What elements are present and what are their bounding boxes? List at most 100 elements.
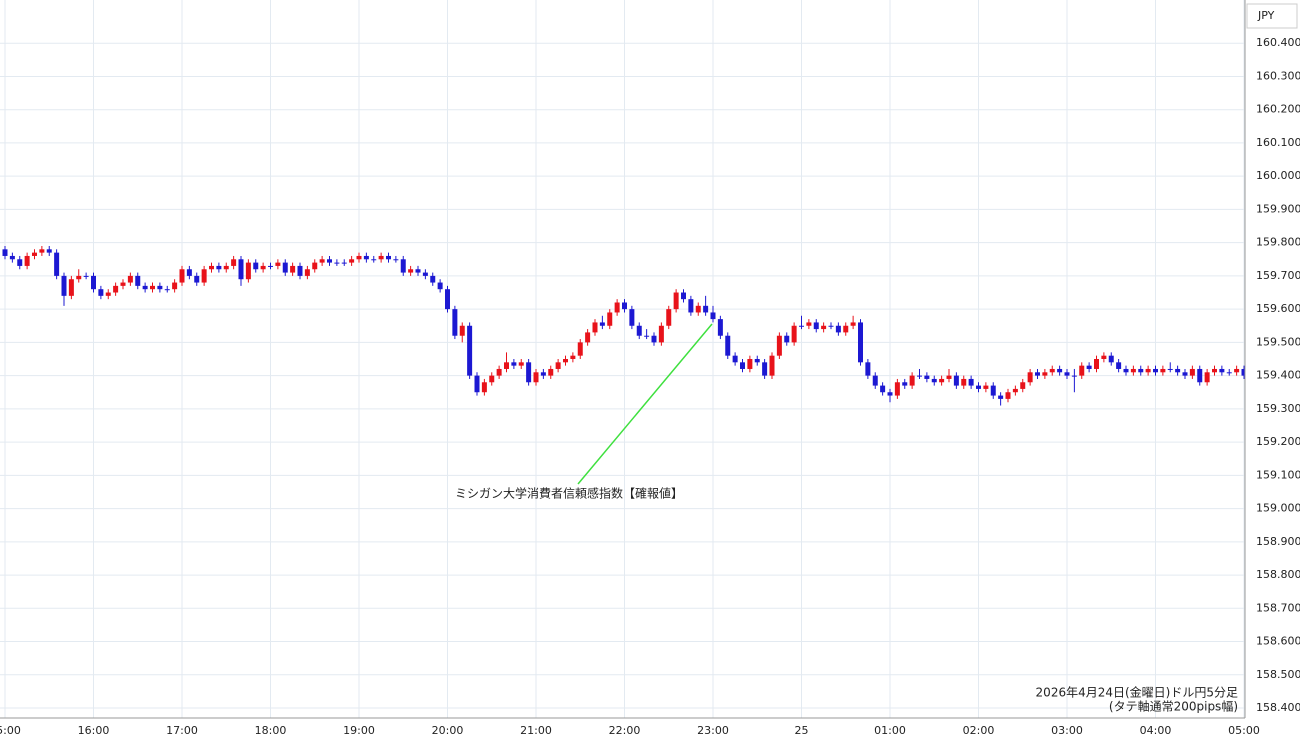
candle-body bbox=[681, 292, 686, 300]
candle-body bbox=[150, 285, 155, 290]
candle-body bbox=[334, 262, 340, 264]
candle-body bbox=[297, 265, 303, 276]
candle-body bbox=[1079, 365, 1085, 376]
candle-body bbox=[939, 378, 945, 383]
candle-body bbox=[400, 259, 406, 273]
candle-body bbox=[467, 325, 473, 376]
x-tick-label: 18:00 bbox=[255, 724, 287, 737]
candle-body bbox=[489, 375, 495, 383]
y-tick-label: 159.700 bbox=[1256, 269, 1300, 282]
y-tick-label: 159.900 bbox=[1256, 202, 1300, 215]
candle-body bbox=[378, 255, 384, 260]
candle-body bbox=[636, 325, 642, 336]
candle-body bbox=[961, 378, 967, 386]
candle-body bbox=[290, 265, 296, 273]
y-tick-label: 160.100 bbox=[1256, 136, 1300, 149]
caption: (タテ軸通常200pips幅) bbox=[1109, 699, 1238, 714]
y-tick-label: 159.200 bbox=[1256, 435, 1300, 448]
candle-body bbox=[1160, 368, 1166, 373]
y-tick-label: 159.100 bbox=[1256, 468, 1300, 481]
candle-body bbox=[223, 265, 229, 270]
candle-body bbox=[865, 362, 871, 376]
candle-body bbox=[32, 252, 37, 256]
x-tick-label: 01:00 bbox=[874, 724, 906, 737]
candle-body bbox=[1027, 372, 1033, 383]
y-tick-label: 159.300 bbox=[1256, 402, 1300, 415]
x-tick-label: 17:00 bbox=[166, 724, 198, 737]
candle-body bbox=[1049, 368, 1055, 373]
candle-body bbox=[504, 362, 509, 369]
candle-body bbox=[327, 259, 332, 263]
axis-label: JPY bbox=[1257, 9, 1275, 22]
candle-body bbox=[1123, 368, 1129, 373]
candle-body bbox=[732, 355, 738, 363]
candle-body bbox=[880, 385, 886, 393]
candle-body bbox=[1138, 368, 1144, 373]
candle-body bbox=[268, 265, 273, 267]
annotation: ミシガン大学消費者信頼感指数【確報値】 bbox=[455, 486, 683, 501]
x-tick-label: 23:00 bbox=[697, 724, 729, 737]
candle-body bbox=[791, 325, 797, 343]
candle-body bbox=[813, 322, 819, 330]
candle-body bbox=[179, 269, 185, 283]
x-tick-label: 15:00 bbox=[0, 724, 21, 737]
candle-body bbox=[784, 335, 790, 343]
candle-body bbox=[953, 375, 959, 386]
candle-body bbox=[843, 325, 849, 333]
y-tick-label: 158.800 bbox=[1256, 568, 1300, 581]
candle-body bbox=[194, 275, 200, 283]
y-tick-label: 160.200 bbox=[1256, 103, 1300, 116]
candle-body bbox=[245, 262, 251, 280]
candle-body bbox=[105, 292, 111, 296]
candle-body bbox=[1130, 368, 1136, 373]
candle-body bbox=[1042, 372, 1048, 376]
candle-body bbox=[563, 359, 568, 363]
candle-body bbox=[349, 259, 355, 263]
x-tick-label: 03:00 bbox=[1051, 724, 1083, 737]
candle-body bbox=[127, 275, 133, 283]
candle-body bbox=[415, 269, 421, 273]
candle-body bbox=[216, 265, 222, 270]
y-tick-label: 159.400 bbox=[1256, 369, 1300, 382]
candle-body bbox=[703, 305, 709, 313]
candle-body bbox=[754, 359, 760, 363]
x-tick-label: 04:00 bbox=[1140, 724, 1172, 737]
candle-body bbox=[717, 319, 723, 336]
candle-body bbox=[658, 325, 664, 343]
candle-body bbox=[1153, 368, 1158, 373]
candle-body bbox=[61, 275, 67, 296]
candle-body bbox=[673, 292, 679, 310]
y-tick-label: 158.600 bbox=[1256, 635, 1300, 648]
candle-body bbox=[998, 395, 1004, 399]
candle-body bbox=[142, 285, 148, 290]
candle-body bbox=[481, 382, 487, 393]
candle-body bbox=[54, 252, 60, 276]
candle-body bbox=[607, 312, 613, 326]
candle-body bbox=[231, 259, 237, 266]
x-tick-label: 02:00 bbox=[963, 724, 995, 737]
caption: 2026年4月24日(金曜日)ドル円5分足 bbox=[1036, 685, 1238, 700]
x-tick-label: 21:00 bbox=[520, 724, 552, 737]
candle-body bbox=[725, 335, 731, 356]
y-tick-label: 159.500 bbox=[1256, 335, 1300, 348]
candle-body bbox=[422, 272, 428, 276]
candle-body bbox=[976, 385, 981, 389]
candle-body bbox=[496, 368, 502, 376]
x-tick-label: 16:00 bbox=[78, 724, 110, 737]
candle-body bbox=[946, 375, 952, 379]
candle-body bbox=[98, 289, 104, 296]
candle-body bbox=[799, 325, 804, 327]
candle-body bbox=[172, 282, 178, 290]
candle-body bbox=[157, 285, 163, 290]
candle-body bbox=[518, 362, 524, 366]
candle-body bbox=[46, 249, 52, 253]
candle-body bbox=[909, 375, 915, 386]
x-tick-label: 19:00 bbox=[343, 724, 375, 737]
candle-body bbox=[858, 322, 863, 363]
y-tick-label: 158.700 bbox=[1256, 601, 1300, 614]
candle-body bbox=[555, 362, 561, 369]
candle-body bbox=[1064, 372, 1070, 376]
candle-body bbox=[968, 378, 974, 386]
candle-body bbox=[828, 325, 834, 327]
candle-body bbox=[983, 385, 989, 389]
